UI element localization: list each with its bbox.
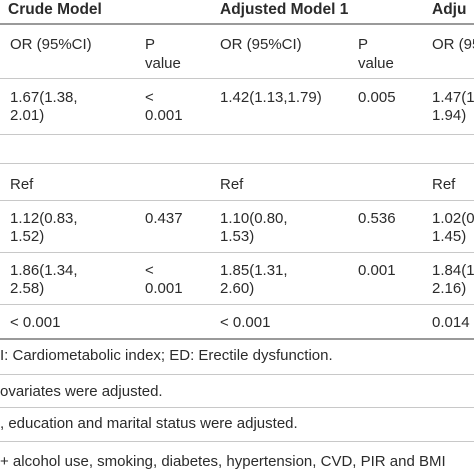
row-3-or-crude-line1: 1.86(1.34, xyxy=(10,262,78,279)
row-3-or-adj2-line1: 1.84(1 xyxy=(432,262,474,279)
subheader-or-crude: OR (95%CI) xyxy=(10,36,92,53)
row-3-or-crude-line2: 2.58) xyxy=(10,280,45,297)
row-3-or-adj2-line2: 2.16) xyxy=(432,280,467,297)
subheader-or-adj2: OR (95 xyxy=(432,36,474,53)
row-4-p-trend-crude: < 0.001 xyxy=(10,314,61,331)
footnote-model-2: + alcohol use, smoking, diabetes, hypert… xyxy=(0,453,446,470)
row-0-or-crude-line1: 1.67(1.38, xyxy=(10,89,78,106)
footnote-rule-3 xyxy=(0,441,474,442)
row-4-p-trend-adj2: 0.014 xyxy=(432,314,470,331)
section-rule xyxy=(0,163,474,164)
row-0-p-adj1: 0.005 xyxy=(358,89,396,106)
subheader-p-crude-line2: value xyxy=(145,55,181,72)
row-0-or-adj2-line1: 1.47(1 xyxy=(432,89,474,106)
footnote-abbreviations: I: Cardiometabolic index; ED: Erectile d… xyxy=(0,347,333,364)
header-adjusted-model-2: Adju xyxy=(432,1,467,18)
row-0-p-crude-line2: 0.001 xyxy=(145,107,183,124)
row-3-p-adj1: 0.001 xyxy=(358,262,396,279)
subheader-rule xyxy=(0,78,474,79)
subheader-p-adj1-line2: value xyxy=(358,55,394,72)
row-2-or-adj2-line2: 1.45) xyxy=(432,228,467,245)
subheader-or-adj1: OR (95%CI) xyxy=(220,36,302,53)
footnote-model-1: , education and marital status were adju… xyxy=(0,415,298,432)
header-crude-model: Crude Model xyxy=(8,1,102,18)
row-2-rule xyxy=(0,252,474,253)
row-1-or-adj1: Ref xyxy=(220,176,244,193)
row-3-rule xyxy=(0,304,474,305)
footnote-rule-1 xyxy=(0,374,474,375)
footnote-rule-2 xyxy=(0,407,474,408)
row-2-or-adj2-line1: 1.02(0 xyxy=(432,210,474,227)
table-bottom-rule xyxy=(0,338,474,340)
subheader-p-crude-line1: P xyxy=(145,36,156,53)
row-3-p-crude-line2: 0.001 xyxy=(145,280,183,297)
row-1-or-adj2: Ref xyxy=(432,176,456,193)
row-3-p-crude-line1: < xyxy=(145,262,154,279)
row-0-or-crude-line2: 2.01) xyxy=(10,107,45,124)
row-1-or-crude: Ref xyxy=(10,176,34,193)
row-2-or-adj1-line1: 1.10(0.80, xyxy=(220,210,288,227)
row-2-or-adj1-line2: 1.53) xyxy=(220,228,255,245)
row-2-p-crude: 0.437 xyxy=(145,210,183,227)
row-4-p-trend-adj1: < 0.001 xyxy=(220,314,271,331)
header-adjusted-model-1: Adjusted Model 1 xyxy=(220,1,349,18)
row-2-p-adj1: 0.536 xyxy=(358,210,396,227)
row-2-or-crude-line2: 1.52) xyxy=(10,228,45,245)
footnote-model-crude: ovariates were adjusted. xyxy=(0,383,163,400)
row-1-rule xyxy=(0,200,474,201)
row-0-or-adj1: 1.42(1.13,1.79) xyxy=(220,89,322,106)
row-3-or-adj1-line2: 2.60) xyxy=(220,280,255,297)
row-3-or-adj1-line1: 1.85(1.31, xyxy=(220,262,288,279)
row-0-or-adj2-line2: 1.94) xyxy=(432,107,467,124)
row-0-rule xyxy=(0,134,474,135)
header-rule xyxy=(0,23,474,25)
subheader-p-adj1-line1: P xyxy=(358,36,369,53)
row-0-p-crude-line1: < xyxy=(145,89,154,106)
row-2-or-crude-line1: 1.12(0.83, xyxy=(10,210,78,227)
